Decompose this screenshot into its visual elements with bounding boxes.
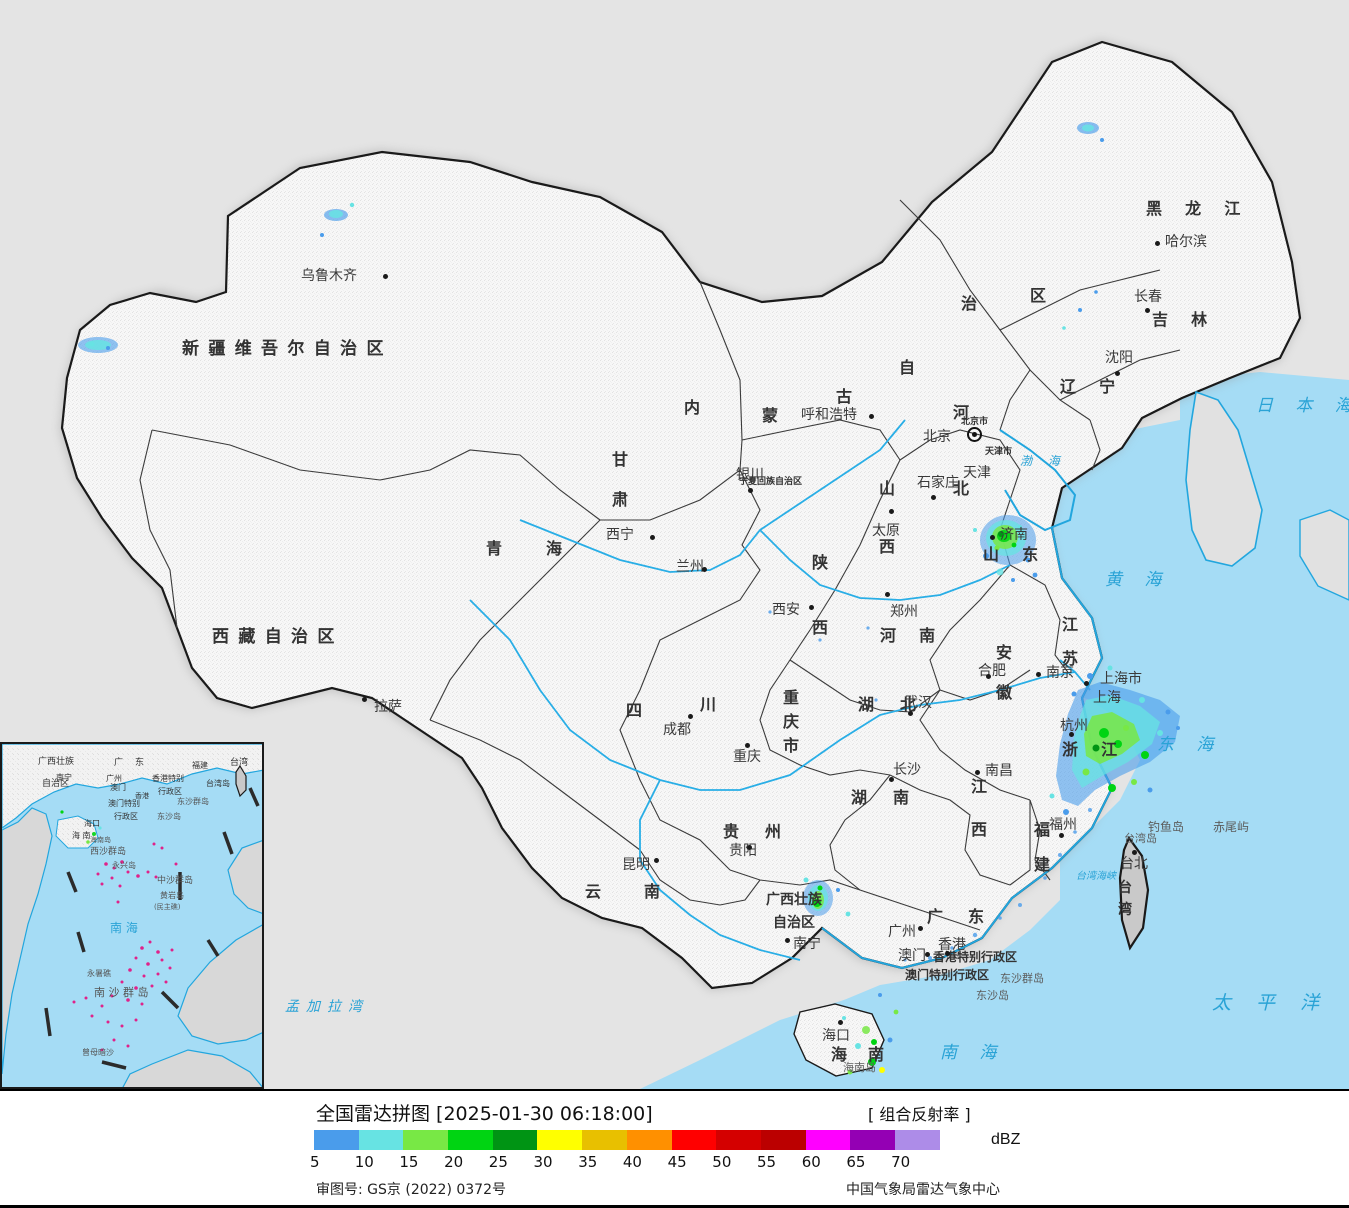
echo-heilongjiang	[1077, 122, 1104, 142]
tick-55: 55	[757, 1153, 777, 1171]
tick-40: 40	[622, 1153, 642, 1171]
city-dot	[869, 414, 874, 419]
tick-20: 20	[444, 1153, 464, 1171]
echo-guangxi	[803, 877, 851, 917]
color-swatch-20[interactable]	[448, 1130, 493, 1150]
city-dot	[383, 274, 388, 279]
city-dot	[838, 1020, 843, 1025]
city-dot	[1155, 241, 1160, 246]
city-dot	[889, 509, 894, 514]
color-swatch-60[interactable]	[805, 1130, 851, 1150]
city-dot	[1069, 732, 1074, 737]
city-dot	[925, 952, 930, 957]
map-approval-number: 审图号: GS京 (2022) 0372号	[316, 1182, 506, 1198]
echo-northeast-scatter	[1062, 290, 1098, 330]
color-swatch-45[interactable]	[671, 1130, 717, 1150]
city-dot	[975, 770, 980, 775]
legend-panel: 全国雷达拼图 [2025-01-30 06:18:00] [ 组合反射率 ] 5…	[0, 1089, 1349, 1208]
tick-60: 60	[801, 1153, 821, 1171]
city-dot	[1132, 850, 1137, 855]
city-dot	[747, 845, 752, 850]
inset-vector	[2, 744, 262, 1087]
province-boundaries	[139, 199, 1181, 931]
color-swatch-35[interactable]	[582, 1130, 627, 1150]
echo-shandong	[973, 515, 1038, 582]
color-swatch-10[interactable]	[358, 1130, 404, 1150]
echo-zhejiang-coast	[1049, 665, 1180, 815]
echo-coast-speckle	[768, 610, 1092, 962]
city-dot	[908, 711, 913, 716]
radar-map-canvas[interactable]: 新疆维吾尔自治区 西藏自治区青海甘肃内蒙古自治区黑 龙 江吉 林辽 宁河北山西陕西…	[0, 0, 1349, 1089]
tick-15: 15	[399, 1153, 419, 1171]
city-dot	[889, 777, 894, 782]
taiwan-island	[1118, 835, 1150, 951]
color-swatch-55[interactable]	[760, 1130, 806, 1150]
city-dot	[1059, 833, 1064, 838]
legend-product-label: [ 组合反射率 ]	[868, 1105, 971, 1124]
island-specks	[72, 842, 178, 1052]
capital-marker-beijing	[967, 427, 982, 442]
city-dot	[688, 714, 693, 719]
tick-5: 5	[310, 1153, 320, 1171]
korea-peninsula	[1185, 390, 1263, 567]
color-swatch-65[interactable]	[850, 1130, 895, 1150]
color-swatch-40[interactable]	[626, 1130, 672, 1150]
coastline	[821, 429, 1114, 970]
issuing-agency: 中国气象局雷达气象中心	[846, 1182, 1000, 1198]
rivers	[469, 419, 1091, 961]
tick-35: 35	[578, 1153, 598, 1171]
tick-10: 10	[354, 1153, 374, 1171]
tick-25: 25	[488, 1153, 508, 1171]
radar-echo-layer	[78, 122, 1180, 1075]
tick-45: 45	[667, 1153, 687, 1171]
city-dot	[986, 674, 991, 679]
city-dot	[654, 858, 659, 863]
city-dot	[1145, 308, 1150, 313]
tick-30: 30	[533, 1153, 553, 1171]
japan-coast	[1299, 509, 1349, 601]
tick-70: 70	[891, 1153, 911, 1171]
tick-65: 65	[846, 1153, 866, 1171]
inset-echo	[60, 810, 102, 844]
city-dot	[1115, 371, 1120, 376]
city-dot	[1084, 681, 1089, 686]
city-dot	[945, 951, 950, 956]
color-swatch-5[interactable]	[314, 1130, 359, 1150]
city-dot	[918, 926, 923, 931]
city-dot	[362, 697, 367, 702]
echo-hainan	[842, 993, 899, 1075]
city-dot	[785, 938, 790, 943]
city-dot	[702, 567, 707, 572]
echo-xinjiang-west	[78, 337, 118, 353]
south-china-sea-inset[interactable]: 广西壮族 自治区广东南宁 广州 福建 台湾 香港特别 行政区 台湾岛 澳门 香港 澳门特别 行政区 东沙…	[0, 742, 264, 1089]
legend-title: 全国雷达拼图 [2025-01-30 06:18:00]	[316, 1103, 653, 1125]
city-dot	[1036, 672, 1041, 677]
color-scale-bar[interactable]	[314, 1130, 940, 1150]
hainan-island	[793, 1003, 885, 1077]
city-dot	[885, 592, 890, 597]
tick-50: 50	[712, 1153, 732, 1171]
city-dot	[745, 743, 750, 748]
color-swatch-70[interactable]	[894, 1130, 940, 1150]
dbz-unit-label: dBZ	[991, 1131, 1021, 1148]
color-swatch-50[interactable]	[716, 1130, 761, 1150]
city-dot	[650, 535, 655, 540]
nine-dash-line	[44, 787, 260, 1070]
color-swatch-15[interactable]	[403, 1130, 449, 1150]
color-swatch-30[interactable]	[537, 1130, 583, 1150]
city-dot	[748, 488, 753, 493]
echo-xinjiang-north	[320, 202, 355, 237]
color-swatch-25[interactable]	[492, 1130, 538, 1150]
city-dot	[931, 495, 936, 500]
city-dot	[809, 605, 814, 610]
city-dot	[990, 535, 995, 540]
